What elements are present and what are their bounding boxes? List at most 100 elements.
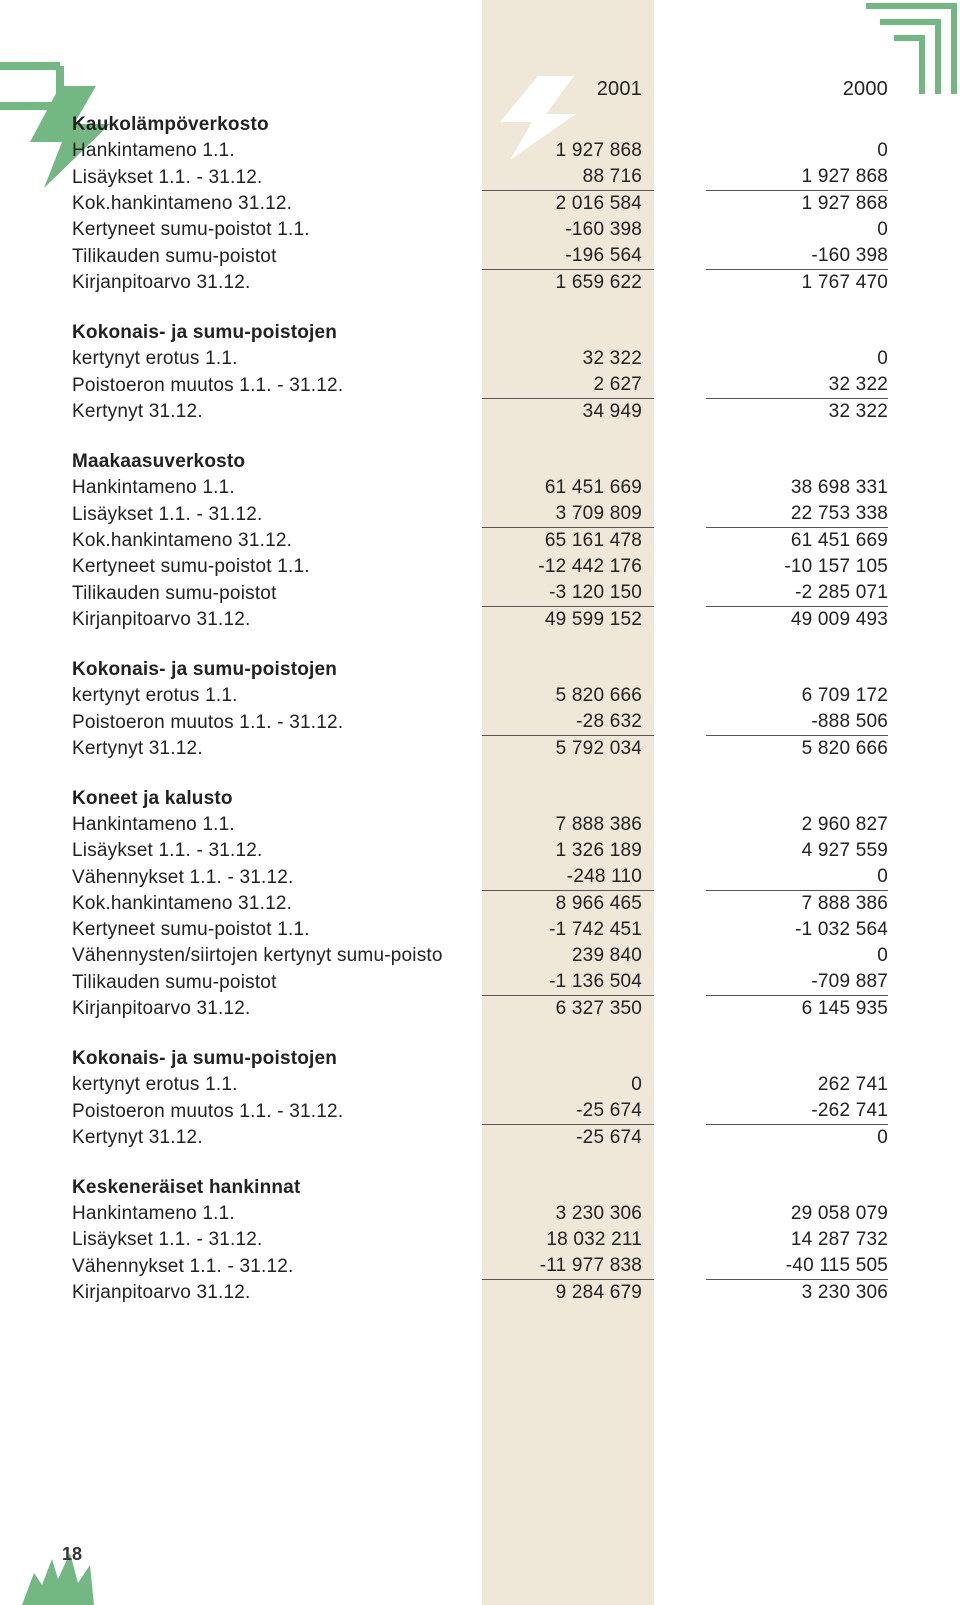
row-value-2001: -196 564: [482, 243, 654, 270]
row-value-2001: 2 016 584: [482, 191, 654, 218]
section-title: Kokonais- ja sumu-poistojen: [72, 320, 482, 346]
table-row: kertynyt erotus 1.1.32 322 0: [72, 346, 888, 372]
row-label: Vähennykset 1.1. - 31.12.: [72, 864, 482, 891]
row-value-2001: -25 674: [482, 1125, 654, 1152]
row-label: Kirjanpitoarvo 31.12.: [72, 270, 482, 297]
row-value-2001: 239 840: [482, 943, 654, 969]
row-value-2001: 1 659 622: [482, 270, 654, 297]
row-label: Lisäykset 1.1. - 31.12.: [72, 164, 482, 191]
row-value-2001: 65 161 478: [482, 528, 654, 555]
table-row: Kok.hankintameno 31.12.2 016 584 1 927 86…: [72, 191, 888, 218]
row-value-2000: 1 927 868: [706, 191, 888, 218]
table-row: Hankintameno 1.1.61 451 66938 698 331: [72, 475, 888, 501]
section-title: Kokonais- ja sumu-poistojen: [72, 657, 482, 683]
financial-table: 2001 2000 Kaukolämpöverkosto Hankintameno 1…: [72, 72, 888, 1306]
row-value-2000: 49 009 493: [706, 607, 888, 634]
table-row: Hankintameno 1.1.1 927 8680: [72, 138, 888, 164]
row-value-2001: 3 709 809: [482, 501, 654, 528]
row-value-2001: -12 442 176: [482, 554, 654, 580]
row-label: Lisäykset 1.1. - 31.12.: [72, 1227, 482, 1253]
row-label: Kertynyt 31.12.: [72, 399, 482, 426]
row-value-2000: 262 741: [706, 1072, 888, 1098]
row-label: Kirjanpitoarvo 31.12.: [72, 1280, 482, 1307]
row-value-2000: 0: [706, 1125, 888, 1152]
row-label: Kok.hankintameno 31.12.: [72, 191, 482, 218]
year-header-2000: 2000: [706, 72, 888, 112]
row-label: Tilikauden sumu-poistot: [72, 580, 482, 607]
row-value-2001: -160 398: [482, 217, 654, 243]
table-row: Lisäykset 1.1. - 31.12.88 716 1 927 868: [72, 164, 888, 191]
table-row: Kok.hankintameno 31.12.8 966 4657 888 38…: [72, 891, 888, 918]
table-row: Kertynyt 31.12.34 94932 322: [72, 399, 888, 426]
row-label: Kirjanpitoarvo 31.12.: [72, 607, 482, 634]
row-label: Kertynyt 31.12.: [72, 736, 482, 763]
section-title: Keskeneräiset hankinnat: [72, 1175, 482, 1201]
table-row: Lisäykset 1.1. - 31.12.18 032 21114 287 …: [72, 1227, 888, 1253]
row-value-2000: 0: [706, 346, 888, 372]
row-value-2000: 2 960 827: [706, 812, 888, 838]
table-row: Tilikauden sumu-poistot-1 136 504-709 88…: [72, 969, 888, 996]
row-value-2000: -2 285 071: [706, 580, 888, 607]
row-label: Kertyneet sumu-poistot 1.1.: [72, 554, 482, 580]
table-row: Kirjanpitoarvo 31.12.1 659 622 1 767 470: [72, 270, 888, 297]
row-value-2001: 1 326 189: [482, 838, 654, 864]
row-value-2001: -248 110: [482, 864, 654, 891]
table-row: Poistoeron muutos 1.1. - 31.12.2 62732 3…: [72, 372, 888, 399]
row-value-2001: -1 742 451: [482, 917, 654, 943]
row-label: Kertynyt 31.12.: [72, 1125, 482, 1152]
table-row: Lisäykset 1.1. - 31.12.1 326 1894 927 55…: [72, 838, 888, 864]
row-value-2001: 9 284 679: [482, 1280, 654, 1307]
row-value-2000: -40 115 505: [706, 1253, 888, 1280]
row-value-2001: 49 599 152: [482, 607, 654, 634]
row-value-2001: 88 716: [482, 164, 654, 191]
row-value-2001: -3 120 150: [482, 580, 654, 607]
row-value-2000: 14 287 732: [706, 1227, 888, 1253]
row-value-2000: 29 058 079: [706, 1201, 888, 1227]
row-value-2000: 32 322: [706, 372, 888, 399]
row-label: Tilikauden sumu-poistot: [72, 969, 482, 996]
row-value-2001: 0: [482, 1072, 654, 1098]
row-value-2001: 8 966 465: [482, 891, 654, 918]
row-value-2000: 1 927 868: [706, 164, 888, 191]
table-row: Vähennysten/siirtojen kertynyt sumu-pois…: [72, 943, 888, 969]
row-value-2000: -709 887: [706, 969, 888, 996]
table-row: Vähennykset 1.1. - 31.12.-11 977 838-40 …: [72, 1253, 888, 1280]
table-row: Kertyneet sumu-poistot 1.1.-160 3980: [72, 217, 888, 243]
row-label: kertynyt erotus 1.1.: [72, 683, 482, 709]
table-row: kertynyt erotus 1.1.5 820 666 6 709 172: [72, 683, 888, 709]
row-value-2001: 5 820 666: [482, 683, 654, 709]
row-value-2000: -262 741: [706, 1098, 888, 1125]
year-header-2001: 2001: [482, 72, 654, 112]
row-value-2000: 6 709 172: [706, 683, 888, 709]
row-label: Lisäykset 1.1. - 31.12.: [72, 838, 482, 864]
row-label: Kertyneet sumu-poistot 1.1.: [72, 917, 482, 943]
row-value-2000: 1 767 470: [706, 270, 888, 297]
row-value-2000: 0: [706, 138, 888, 164]
row-value-2000: -160 398: [706, 243, 888, 270]
table-row: Hankintameno 1.1.3 230 30629 058 079: [72, 1201, 888, 1227]
row-label: Poistoeron muutos 1.1. - 31.12.: [72, 372, 482, 399]
row-label: Hankintameno 1.1.: [72, 475, 482, 501]
row-label: Kirjanpitoarvo 31.12.: [72, 996, 482, 1023]
table-row: Kirjanpitoarvo 31.12.49 599 152 49 009 49…: [72, 607, 888, 634]
table-row: Tilikauden sumu-poistot-3 120 150 -2 285 …: [72, 580, 888, 607]
row-value-2000: 22 753 338: [706, 501, 888, 528]
table-row: Kertynyt 31.12.-25 674 0: [72, 1125, 888, 1152]
row-label: Hankintameno 1.1.: [72, 1201, 482, 1227]
table-row: Poistoeron muutos 1.1. - 31.12.-28 632-8…: [72, 709, 888, 736]
row-label: Poistoeron muutos 1.1. - 31.12.: [72, 1098, 482, 1125]
row-label: Hankintameno 1.1.: [72, 812, 482, 838]
row-label: kertynyt erotus 1.1.: [72, 346, 482, 372]
table-row: Tilikauden sumu-poistot-196 564-160 398: [72, 243, 888, 270]
row-label: Lisäykset 1.1. - 31.12.: [72, 501, 482, 528]
row-value-2001: 32 322: [482, 346, 654, 372]
page-number: 18: [62, 1544, 82, 1565]
row-label: Poistoeron muutos 1.1. - 31.12.: [72, 709, 482, 736]
decorative-burst-bottom-left-icon: [0, 1535, 110, 1605]
row-value-2001: 1 927 868: [482, 138, 654, 164]
row-value-2000: 7 888 386: [706, 891, 888, 918]
section-title: Kaukolämpöverkosto: [72, 112, 482, 138]
row-value-2001: -25 674: [482, 1098, 654, 1125]
row-label: Vähennysten/siirtojen kertynyt sumu-pois…: [72, 943, 482, 969]
row-value-2001: -11 977 838: [482, 1253, 654, 1280]
